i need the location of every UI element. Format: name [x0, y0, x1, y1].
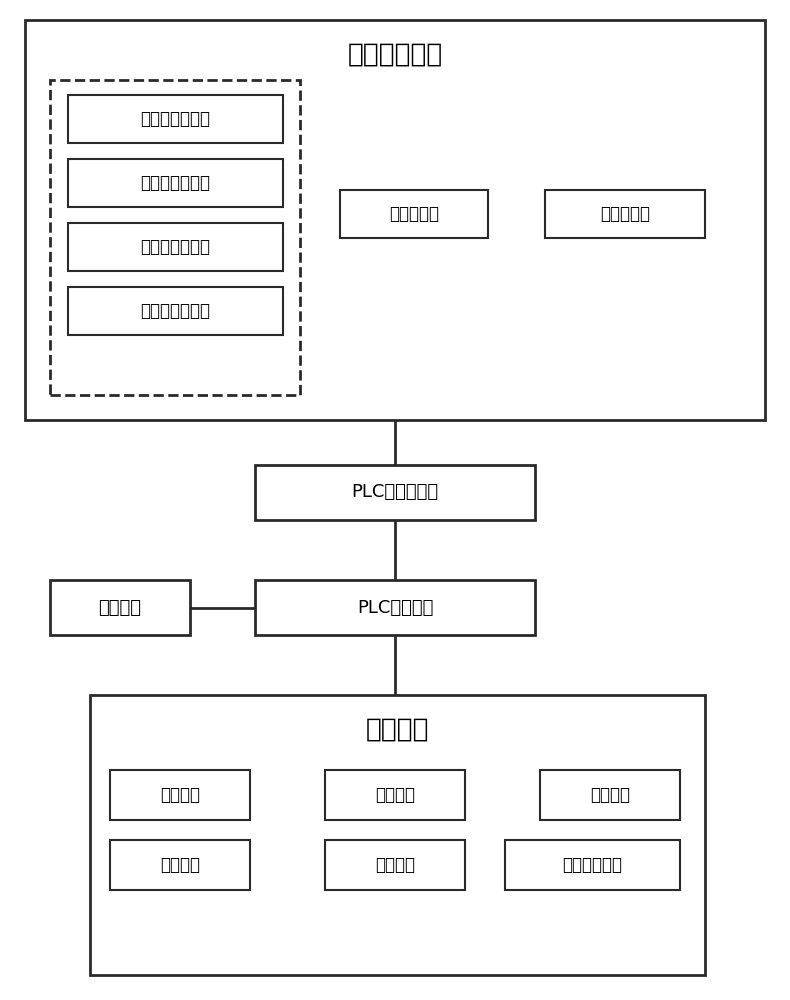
- Text: 环境温度传感器: 环境温度传感器: [141, 238, 210, 256]
- Text: 废气温度传感器: 废气温度传感器: [141, 302, 210, 320]
- Text: 进氧温度传感器: 进氧温度传感器: [141, 174, 210, 192]
- Bar: [325, 840, 465, 890]
- Bar: [110, 770, 250, 820]
- Bar: [505, 840, 680, 890]
- Text: 废气处理系统: 废气处理系统: [562, 856, 623, 874]
- Bar: [540, 770, 680, 820]
- Text: 人机界面: 人机界面: [99, 598, 141, 616]
- Bar: [68, 95, 283, 143]
- Text: 重量传感器: 重量传感器: [600, 205, 650, 223]
- Bar: [68, 223, 283, 271]
- Text: 排风系统: 排风系统: [375, 786, 415, 804]
- Text: 搅拌系统: 搅拌系统: [160, 786, 200, 804]
- Bar: [90, 695, 705, 975]
- Bar: [25, 20, 765, 420]
- Text: PLC数据存储器: PLC数据存储器: [352, 484, 438, 502]
- Bar: [340, 190, 488, 238]
- Bar: [68, 287, 283, 335]
- Bar: [545, 190, 705, 238]
- Bar: [325, 770, 465, 820]
- Text: PLC控制系统: PLC控制系统: [357, 598, 433, 616]
- Bar: [255, 465, 535, 520]
- Text: 补水系统: 补水系统: [375, 856, 415, 874]
- Text: 物料温度传感器: 物料温度传感器: [141, 110, 210, 128]
- Text: 供氧系统: 供氧系统: [590, 786, 630, 804]
- Bar: [50, 580, 190, 635]
- Text: 加热系统: 加热系统: [160, 856, 200, 874]
- Text: 数据采集系统: 数据采集系统: [348, 42, 442, 68]
- Bar: [255, 580, 535, 635]
- Bar: [68, 159, 283, 207]
- Text: 执行系统: 执行系统: [366, 717, 429, 743]
- Bar: [50, 80, 300, 395]
- Bar: [110, 840, 250, 890]
- Text: 湿度传感器: 湿度传感器: [389, 205, 439, 223]
